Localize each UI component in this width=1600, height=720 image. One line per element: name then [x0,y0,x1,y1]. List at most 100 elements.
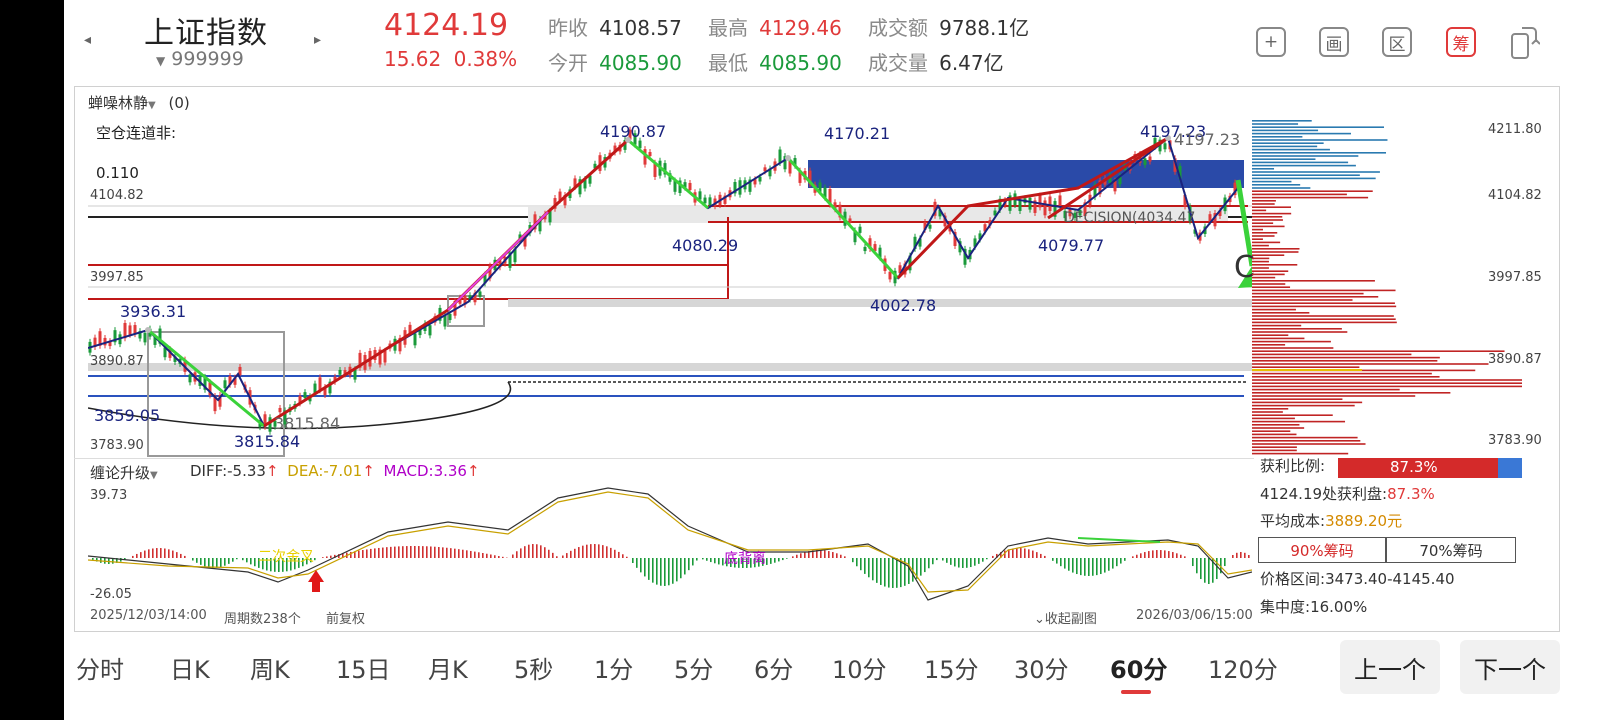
macd-bar [792,556,794,558]
macd-bar [334,554,336,558]
candle-body [323,386,327,395]
macd-bar [1032,550,1034,558]
chips-icon[interactable]: 筹 [1446,27,1476,57]
period-tab[interactable]: 1分 [594,656,634,684]
rotate-screen-icon[interactable] [1508,24,1541,60]
candle-body [218,395,222,407]
macd-bar [598,544,600,558]
chip-bar [1252,193,1347,196]
trough-label: 3859.05 [94,406,161,425]
chip-bar [1252,308,1296,311]
candle-body [513,248,517,263]
macd-bar [470,550,472,558]
adjust-type[interactable]: 前复权 [326,612,366,627]
prev-button[interactable]: 上一个 [1340,640,1440,694]
macd-bar [140,552,142,558]
macd-bar [844,556,846,558]
chip-bar [1252,228,1263,231]
kline-chart[interactable] [88,118,1252,460]
candle-body [1213,213,1217,227]
period-tab[interactable]: 30分 [1014,656,1069,684]
macd-bar [970,558,972,568]
period-tab[interactable]: 15日 [336,656,391,684]
macd-bar [936,558,938,561]
chip-bar [1252,148,1330,151]
candle-body [663,163,667,175]
right-axis-label: 4104.82 [1488,188,1542,203]
chip-bar [1252,315,1394,317]
candle-body [463,295,467,305]
chip-bar [1252,401,1363,404]
macd-bar [478,552,480,558]
candle-body [1043,200,1047,216]
chip-bar [1252,433,1297,436]
candle-body [793,158,797,166]
candle-body [583,179,587,189]
period-tab[interactable]: 60分 [1110,656,1168,684]
period-tab[interactable]: 6分 [754,656,794,684]
left-axis-label: 4104.82 [90,188,144,203]
period-tab[interactable]: 120分 [1208,656,1278,684]
stock-code-row[interactable]: ▼ 999999 [156,48,244,70]
chip-bar [1252,347,1334,349]
code-dropdown-icon: ▼ [156,54,166,68]
tab-90-chips[interactable]: 90%筹码 [1258,537,1386,563]
interval-icon[interactable]: 区 [1382,27,1412,57]
period-tab[interactable]: 日K [170,656,210,684]
macd-bar [632,558,634,563]
macd-bar [644,558,646,577]
candle-body [1093,184,1097,198]
candle-body [993,210,997,216]
candle-body [833,202,837,210]
candle-body [298,395,302,404]
macd-bar [160,548,162,558]
macd-bar [148,549,150,558]
draw-icon[interactable]: 画 [1319,27,1349,57]
period-tab[interactable]: 5分 [674,656,714,684]
candle-body [933,201,937,216]
chip-bar [1252,430,1291,432]
candle-body [478,291,482,297]
chip-bar [1252,139,1388,141]
plus-icon[interactable]: + [1256,27,1286,57]
chip-bar [1252,123,1299,125]
chip-bar [1252,411,1283,413]
chip-bar [1252,180,1292,183]
period-tab[interactable]: 5秒 [514,656,554,684]
tab-70-chips[interactable]: 70%筹码 [1386,537,1516,563]
macd-bar [840,554,842,558]
macd-bar [876,558,878,583]
chip-bar [1252,337,1305,340]
macd-bar [996,553,998,558]
profit-ratio-value: 87.3% [1390,458,1438,476]
period-tab[interactable]: 月K [428,656,468,684]
macd-bar [570,550,572,558]
macd-bar [298,558,300,568]
chip-bar [1252,251,1299,253]
next-stock-arrow-icon[interactable]: ▸ [314,32,322,48]
chip-bar [1252,187,1311,189]
next-button[interactable]: 下一个 [1460,640,1560,694]
stat-label: 成交额 [868,16,928,40]
sub-indicator-selector[interactable]: 缠论升级▼ [90,462,158,483]
prev-stock-arrow-icon[interactable]: ◂ [84,32,92,48]
chip-bar [1252,382,1522,384]
period-tab[interactable]: 10分 [832,656,887,684]
candle-body [268,417,272,432]
candle-body [1018,200,1022,211]
main-indicator-selector[interactable]: 蝉噪林静▼ (0) [88,92,190,113]
macd-chart[interactable] [88,486,1252,606]
macd-bar [466,550,468,558]
macd-bar [1020,548,1022,558]
macd-bar [474,551,476,558]
period-tab[interactable]: 分时 [76,656,124,684]
period-tab[interactable]: 周K [250,656,290,684]
candle-body [983,224,987,232]
macd-bar [92,558,94,560]
period-tab[interactable]: 15分 [924,656,979,684]
macd-bar [446,547,448,558]
macd-bar [908,558,910,584]
macd-bar [524,546,526,558]
candle-body [1073,212,1077,218]
collapse-subchart-button[interactable]: ⌄收起副图 [1034,608,1097,627]
